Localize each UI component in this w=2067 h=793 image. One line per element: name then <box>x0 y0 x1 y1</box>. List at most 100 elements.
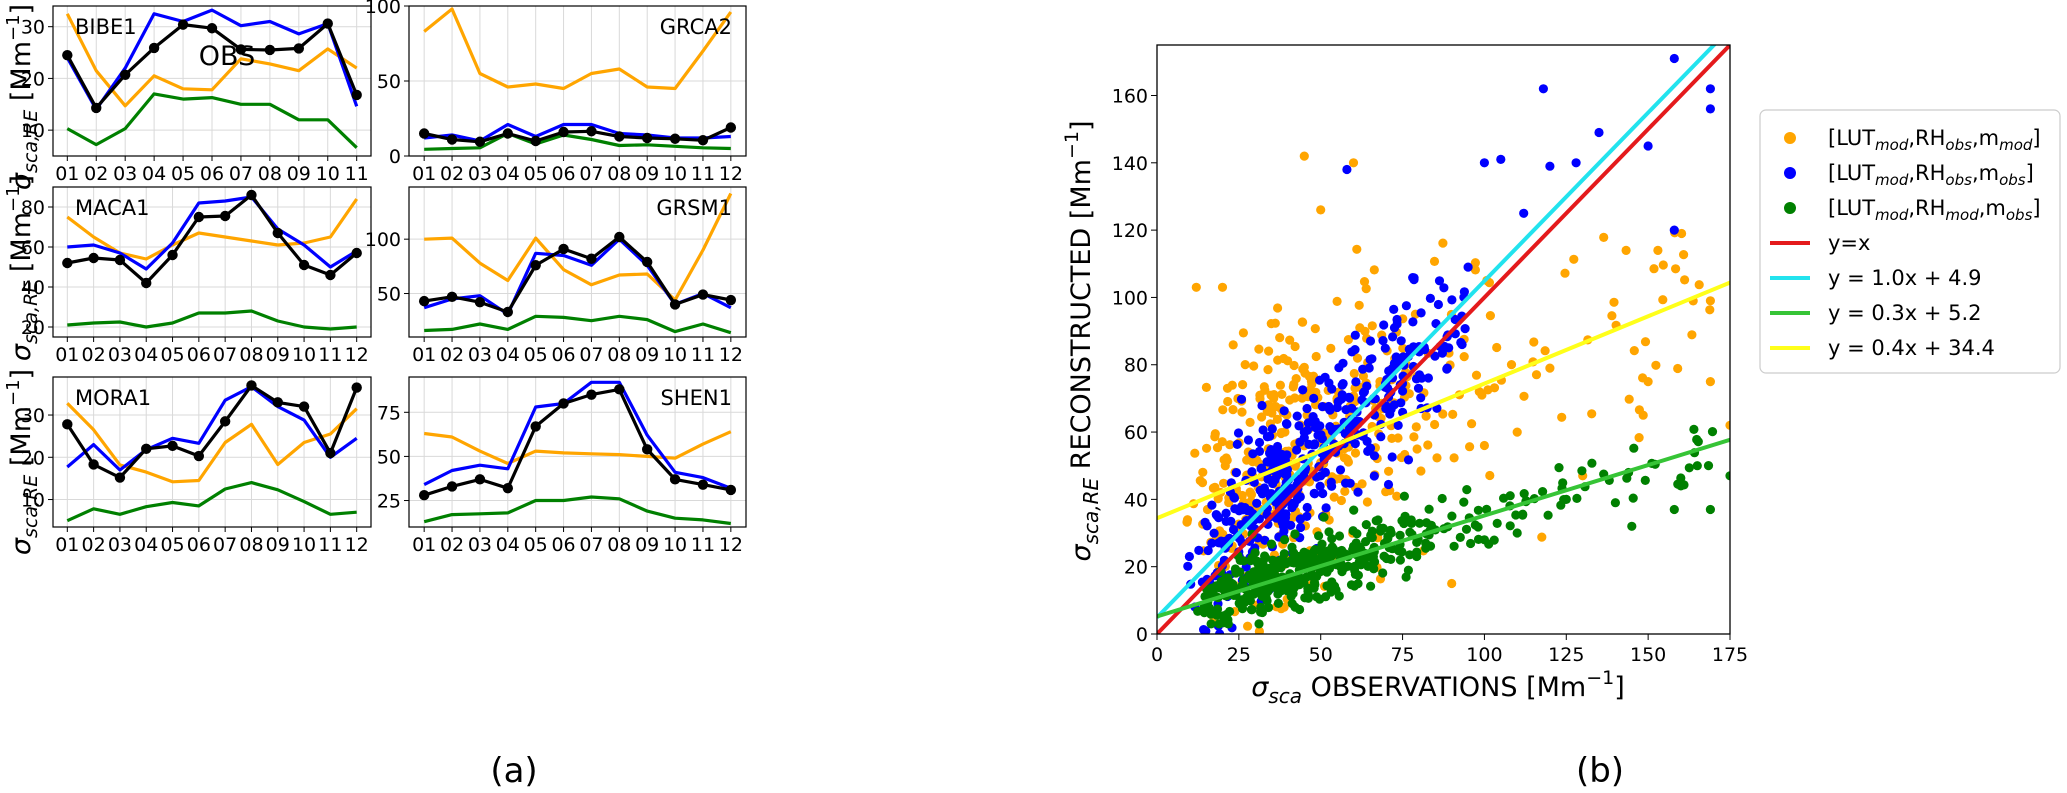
scatter-point <box>1473 505 1483 515</box>
scatter-point <box>1236 502 1246 512</box>
obs-point <box>219 416 231 427</box>
scatter-point <box>1577 466 1587 476</box>
scatter-point <box>1334 547 1345 557</box>
scatter-point <box>1292 411 1302 421</box>
scatter-point <box>1304 371 1315 382</box>
caption-b: (b) <box>1576 751 1624 791</box>
scatter-point <box>1649 264 1659 274</box>
scatter-point <box>1610 498 1620 508</box>
x-tick-label: 05 <box>524 344 548 366</box>
scatter-point <box>1341 478 1351 488</box>
x-tick-label: 09 <box>635 534 659 556</box>
scatter-point <box>1369 265 1379 275</box>
scatter-point <box>1492 342 1502 353</box>
scatter-point <box>1383 479 1394 490</box>
y-tick-label: 100 <box>365 229 401 251</box>
legend-label: y = 0.3x + 5.2 <box>1828 301 1982 325</box>
obs-point <box>474 136 486 147</box>
obs-point <box>325 447 336 459</box>
obs-point <box>351 247 362 259</box>
scatter-point <box>1387 433 1397 443</box>
scatter-point <box>1396 398 1406 408</box>
scatter-point <box>1677 228 1687 239</box>
scatter-point <box>1343 457 1353 467</box>
scatter-point <box>1376 523 1386 534</box>
obs-point <box>88 252 99 264</box>
obs-point <box>697 479 709 490</box>
y-tick-label: 20 <box>21 317 45 339</box>
scatter-point <box>1290 577 1300 587</box>
scatter-point <box>1246 489 1257 500</box>
scatter-point <box>1269 458 1279 468</box>
scatter-point <box>1220 461 1230 471</box>
scatter-point <box>1361 284 1371 294</box>
scatter-point <box>1395 530 1405 540</box>
series-line-model-1 <box>423 380 732 490</box>
x-tick-label: 11 <box>345 163 369 185</box>
scatter-point <box>1239 556 1249 566</box>
scatter-point <box>1332 296 1342 306</box>
scatter-point <box>1254 619 1264 629</box>
scatter-point <box>1270 556 1280 566</box>
x-tick-label: 02 <box>82 344 106 366</box>
scatter-point <box>1302 502 1312 513</box>
scatter-point <box>1237 407 1247 417</box>
obs-point <box>530 421 541 432</box>
scatter-point <box>1275 380 1285 390</box>
scatter-point <box>1470 520 1480 530</box>
x-tick-label: 0 <box>1151 644 1163 666</box>
obs-point <box>418 490 430 501</box>
y-tick-label: 20 <box>21 68 45 90</box>
scatter-point <box>1247 467 1257 477</box>
scatter-point <box>1276 428 1286 439</box>
scatter-point <box>1679 250 1689 260</box>
scatter-point <box>1315 481 1325 491</box>
scatter-point <box>1358 364 1368 374</box>
y-tick-label: 30 <box>21 17 45 39</box>
legend-item-6: y = 0.4x + 34.4 <box>1770 336 1995 360</box>
scatter-point <box>1337 390 1347 400</box>
scatter-point <box>1449 453 1459 463</box>
scatter-point <box>1437 348 1447 358</box>
scatter-point <box>1470 265 1480 275</box>
scatter-point <box>1669 53 1679 64</box>
x-tick-label: 06 <box>551 534 575 556</box>
scatter-point <box>1314 531 1324 541</box>
scatter-point <box>1263 365 1273 375</box>
scatter-frame <box>1156 44 1731 635</box>
scatter-point <box>1376 432 1386 442</box>
scatter-point <box>1448 409 1458 419</box>
scatter-point <box>1298 385 1308 395</box>
scatter-point <box>1309 578 1320 588</box>
scatter-point <box>1202 443 1212 453</box>
x-tick-label: 12 <box>345 534 369 556</box>
legend-item-2: [LUTmod,RHmod,mobs] <box>1784 196 2041 224</box>
scatter-point <box>1705 84 1715 94</box>
scatter-point <box>1290 341 1300 352</box>
scatter-point <box>1292 445 1302 455</box>
obs-point <box>88 459 99 470</box>
scatter-point <box>1447 578 1457 589</box>
scatter-point <box>1470 258 1480 268</box>
obs-point <box>119 69 131 80</box>
y-tick-label: 10 <box>21 120 45 142</box>
x-tick-label: 08 <box>239 534 263 556</box>
scatter-point <box>1599 232 1609 242</box>
x-tick-label: 01 <box>412 534 436 556</box>
scatter-point <box>1389 304 1399 314</box>
scatter-point <box>1206 583 1216 593</box>
scatter-point <box>1348 526 1358 536</box>
plot-frame <box>408 376 747 528</box>
scatter-point <box>1367 321 1377 331</box>
scatter-point <box>1444 343 1454 353</box>
scatter-point <box>1671 264 1681 274</box>
scatter-point <box>1587 409 1597 419</box>
scatter-point <box>1248 457 1258 467</box>
obs-point <box>446 134 458 145</box>
obs-point <box>614 384 625 395</box>
x-tick-label: 05 <box>160 534 184 556</box>
scatter-point <box>1643 377 1653 387</box>
scatter-point <box>1343 335 1353 345</box>
scatter-point <box>1653 245 1663 255</box>
scatter-point <box>1219 478 1229 488</box>
